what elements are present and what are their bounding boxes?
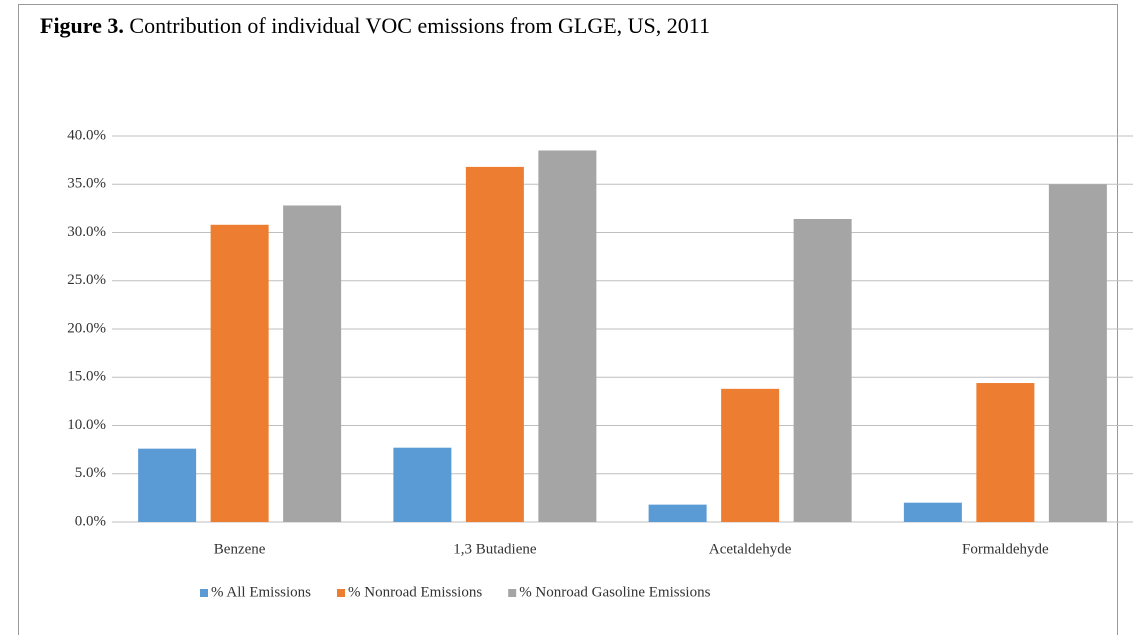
legend-label: % All Emissions [211, 584, 311, 600]
bar [283, 205, 342, 523]
x-tick-label: 1,3 Butadiene [453, 541, 537, 557]
x-tick-label: Acetaldehyde [709, 541, 792, 557]
bar [393, 447, 452, 522]
bar [721, 388, 780, 522]
bar [210, 224, 269, 522]
legend-swatch [200, 589, 208, 597]
title-text: Contribution of individual VOC emissions… [129, 13, 710, 38]
chart-title: Figure 3. Contribution of individual VOC… [30, 10, 720, 42]
bar [138, 448, 197, 522]
bar [648, 504, 707, 522]
bar [793, 218, 852, 523]
x-tick-label: Benzene [214, 541, 266, 557]
y-tick-label: 10.0% [67, 417, 106, 433]
legend-swatch [508, 589, 517, 597]
bar [465, 166, 524, 522]
y-tick-label: 40.0% [67, 127, 106, 143]
y-tick-label: 15.0% [67, 369, 106, 385]
y-tick-label: 25.0% [67, 272, 106, 288]
bar [1048, 184, 1107, 522]
x-tick-label: Formaldehyde [962, 541, 1049, 557]
y-tick-label: 20.0% [67, 320, 106, 336]
y-tick-label: 35.0% [67, 176, 106, 192]
y-tick-label: 0.0% [75, 513, 106, 529]
legend-label: % Nonroad Gasoline Emissions [519, 584, 710, 600]
figure-label: Figure 3. [40, 13, 124, 38]
frame [18, 4, 1118, 635]
legend-label: % Nonroad Emissions [348, 584, 482, 600]
y-tick-label: 30.0% [67, 224, 106, 240]
bar [976, 383, 1035, 522]
bar [538, 150, 597, 522]
bar [903, 502, 962, 522]
y-tick-label: 5.0% [75, 465, 106, 481]
legend-swatch [337, 589, 346, 597]
